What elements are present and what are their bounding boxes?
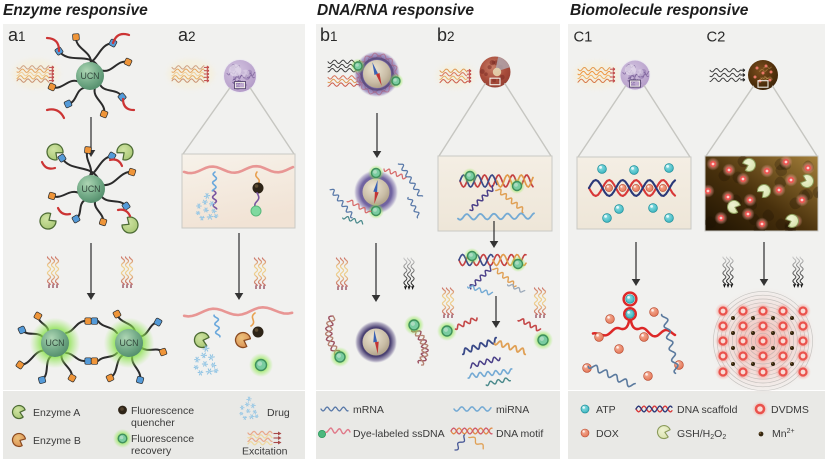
svg-text:DNA motif: DNA motif [496,428,543,440]
svg-text:Drug: Drug [267,407,290,419]
svg-text:C2: C2 [707,30,726,46]
svg-text:C1: C1 [574,30,593,46]
svg-text:Enzyme A: Enzyme A [33,407,80,419]
svg-text:mRNA: mRNA [353,404,384,416]
svg-text:GSH/H2O2: GSH/H2O2 [677,428,726,441]
svg-text:b1: b1 [320,25,338,45]
svg-text:DOX: DOX [596,428,619,440]
svg-text:Enzyme B: Enzyme B [33,435,81,447]
svg-text:UCN: UCN [80,71,99,81]
svg-text:Dye-labeled ssDNA: Dye-labeled ssDNA [353,428,445,440]
svg-text:recovery: recovery [131,445,172,457]
svg-text:Enzyme responsive: Enzyme responsive [3,2,148,19]
svg-text:ATP: ATP [596,404,616,416]
svg-text:DVDMS: DVDMS [771,404,809,416]
svg-text:quencher: quencher [131,417,175,429]
svg-text:DNA/RNA responsive: DNA/RNA responsive [317,2,474,19]
svg-text:UCN: UCN [45,338,64,348]
svg-text:UCN: UCN [81,184,100,194]
svg-text:DNA scaffold: DNA scaffold [677,404,738,416]
svg-text:Fluorescence: Fluorescence [131,433,194,445]
svg-text:b2: b2 [437,25,455,45]
svg-text:Biomolecule responsive: Biomolecule responsive [570,2,749,19]
svg-text:Fluorescence: Fluorescence [131,405,194,417]
svg-text:a1: a1 [8,25,26,45]
svg-text:Excitation: Excitation [242,446,288,458]
svg-text:UCN: UCN [119,338,138,348]
svg-text:a2: a2 [178,25,196,45]
svg-text:miRNA: miRNA [496,404,529,416]
